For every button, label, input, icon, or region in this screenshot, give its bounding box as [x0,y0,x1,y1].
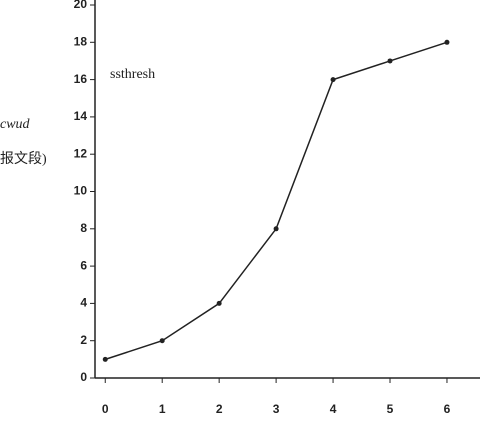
y-tick-label: 18 [74,34,88,48]
x-tick-label: 0 [102,402,109,416]
y-tick-label: 10 [74,184,88,198]
point [159,338,165,344]
point [216,300,222,306]
y-axis-unit: 报文段) [0,151,47,167]
point [330,77,336,83]
x-tick-label: 2 [216,402,223,416]
y-tick-label: 20 [74,0,88,11]
y-tick-label: 6 [80,258,87,272]
y-tick-label: 2 [80,333,87,347]
x-tick-label: 1 [159,402,166,416]
point [273,226,279,232]
point [444,39,450,45]
point [102,356,108,362]
x-tick-label: 5 [387,402,394,416]
line [105,41,448,361]
annotation: ssthresh [110,67,155,82]
y-axis-label: cwud [0,117,31,132]
x-tick-label: 4 [330,402,337,416]
x-tick-label: 3 [273,402,280,416]
y-tick-label: 0 [80,370,87,384]
y-tick-label: 14 [74,109,88,123]
y-tick-label: 4 [80,296,87,310]
point [387,58,393,64]
y-tick-label: 12 [74,146,88,160]
y-tick-label: 16 [74,72,88,86]
x-tick-label: 6 [444,402,451,416]
y-tick-label: 8 [80,221,87,235]
